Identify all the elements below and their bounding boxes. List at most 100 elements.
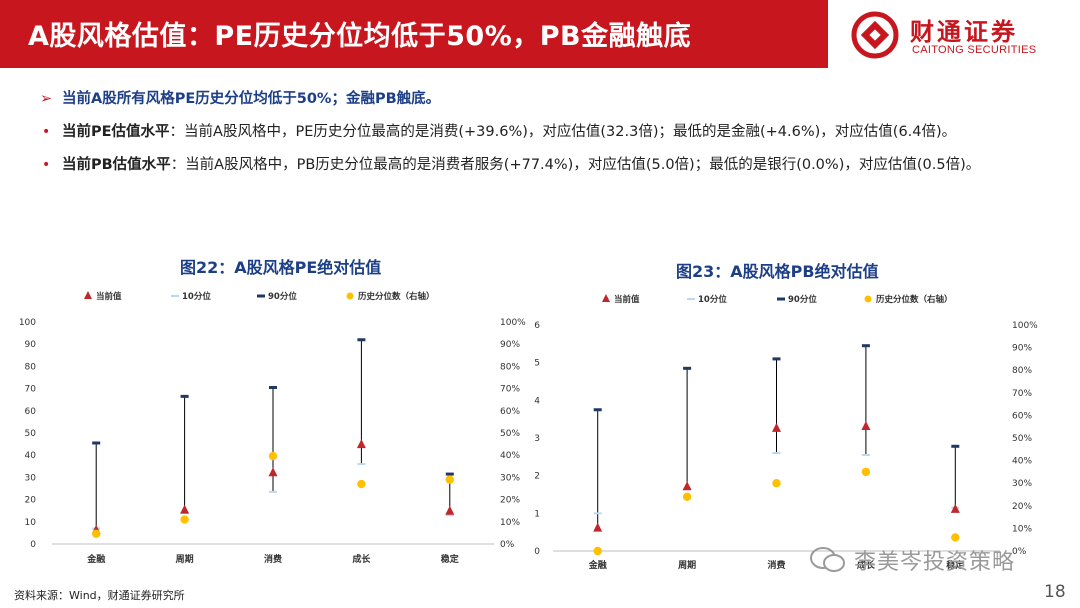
pe-y-tick-label: 60 <box>25 407 37 417</box>
pb-y-tick-label: 1 <box>534 509 540 519</box>
pe-y-tick-label: 80 <box>25 362 37 372</box>
pe-p90-marker <box>445 472 454 476</box>
logo-cn-text: 财通证券 <box>910 18 1018 46</box>
pe-p90-marker <box>357 338 366 342</box>
pb-y-tick-label: 4 <box>534 396 540 406</box>
pb-p10-marker <box>593 512 602 515</box>
summary-bullets: ➢ 当前A股所有风格PE历史分位均低于50%；金融PB触底。 • 当前PE估值水… <box>40 88 1050 176</box>
pb-category-label: 消费 <box>767 559 785 571</box>
pe-percentile-marker <box>268 451 278 461</box>
pb-p10-marker <box>772 452 781 455</box>
pe-y-tick-label: 10 <box>25 518 37 528</box>
pe-y2-tick-label: 60% <box>500 407 520 417</box>
pb-legend-pct-label: 历史分位数（右轴） <box>876 294 953 305</box>
pe-legend-p90-icon <box>257 294 265 298</box>
pe-legend-p10-icon <box>171 295 179 297</box>
pb-current-marker <box>861 420 871 430</box>
pe-legend-pct-label: 历史分位数（右轴） <box>358 291 435 302</box>
pe-y-tick-label: 70 <box>25 385 37 395</box>
pb-y-tick-label: 6 <box>534 321 540 331</box>
pb-legend-p10-icon <box>687 298 695 300</box>
headline-bullet: ➢ 当前A股所有风格PE历史分位均低于50%；金融PB触底。 <box>40 88 1050 110</box>
pe-current-marker <box>268 467 278 477</box>
source-note: 资料来源：Wind，财通证券研究所 <box>14 589 185 602</box>
pe-y-tick-label: 30 <box>25 473 37 483</box>
pb-p90-marker <box>772 357 781 361</box>
watermark-text: 李美岑投资策略 <box>854 550 1016 575</box>
header-bar: A股风格估值：PE历史分位均低于50%，PB金融触底 财通证券 CAITONG … <box>0 0 1080 68</box>
pe-y2-tick-label: 10% <box>500 518 520 528</box>
pb-bullet: • 当前PB估值水平：当前A股风格中，PB历史分位最高的是消费者服务(+77.4… <box>40 154 1050 176</box>
pe-bullet-text: ：当前A股风格中，PE历史分位最高的是消费(+39.6%)，对应估值(32.3倍… <box>169 124 957 140</box>
headline-text: 当前A股所有风格PE历史分位均低于50%；金融PB触底。 <box>62 91 441 107</box>
pb-category-label: 成长 <box>857 559 876 571</box>
pe-y-tick-label: 90 <box>25 340 37 350</box>
pb-y2-tick-label: 10% <box>1012 524 1032 534</box>
pb-current-marker <box>772 422 781 432</box>
pb-p90-marker <box>593 408 602 412</box>
pe-y2-tick-label: 40% <box>500 451 520 461</box>
pb-y2-tick-label: 30% <box>1012 479 1032 489</box>
pb-bullet-text: ：当前A股风格中，PB历史分位最高的是消费者服务(+77.4%)，对应估值(5.… <box>170 157 981 173</box>
title-banner <box>0 0 828 68</box>
wechat-icon <box>810 547 845 572</box>
pb-category-label: 稳定 <box>946 559 965 571</box>
pb-legend-p90-icon <box>777 297 785 301</box>
pe-percentile-marker <box>180 515 189 524</box>
pe-y2-tick-label: 90% <box>500 340 520 350</box>
pb-y2-tick-label: 70% <box>1012 389 1032 399</box>
pb-current-marker <box>950 503 960 513</box>
pe-y-tick-label: 100 <box>19 318 36 328</box>
pb-y2-tick-label: 40% <box>1012 457 1032 467</box>
pb-current-marker <box>682 481 692 491</box>
pe-percentile-marker <box>92 529 101 538</box>
pe-y2-tick-label: 50% <box>500 429 520 439</box>
pb-legend-p10-label: 10分位 <box>698 294 727 305</box>
pe-current-marker <box>180 504 190 514</box>
pe-p90-marker <box>269 385 277 389</box>
pe-p90-marker <box>180 394 189 398</box>
pe-category-label: 消费 <box>264 553 282 565</box>
pe-current-marker <box>445 505 455 515</box>
pe-current-marker <box>356 439 366 449</box>
caitong-logo-icon <box>851 11 899 59</box>
pe-y-tick-label: 40 <box>25 451 37 461</box>
pe-legend-current-icon <box>84 291 92 299</box>
pe-p10-marker <box>445 514 454 517</box>
pe-p90-marker <box>92 441 101 445</box>
pb-legend-pct-icon <box>864 295 872 303</box>
pe-category-label: 稳定 <box>441 553 460 565</box>
page-number: 18 <box>1044 582 1066 602</box>
logo-en-text: CAITONG SECURITIES <box>912 44 1037 56</box>
pb-legend-current-icon <box>602 294 610 302</box>
pe-percentile-marker <box>357 479 366 489</box>
pb-y-tick-label: 3 <box>534 434 540 444</box>
pe-y2-tick-label: 0% <box>500 540 515 550</box>
pb-bullet-label: 当前PB估值水平 <box>62 157 171 173</box>
pe-legend-pct-icon <box>346 292 354 300</box>
pb-y2-tick-label: 0% <box>1012 547 1027 557</box>
pb-percentile-marker <box>951 533 960 542</box>
pe-y2-tick-label: 100% <box>500 318 526 328</box>
pe-y2-tick-label: 30% <box>500 473 520 483</box>
pe-y2-tick-label: 80% <box>500 362 520 372</box>
pe-category-label: 成长 <box>352 553 371 565</box>
pb-percentile-marker <box>593 546 602 556</box>
company-logo: 财通证券 CAITONG SECURITIES <box>850 10 1070 60</box>
pe-category-label: 周期 <box>176 553 194 565</box>
pe-legend-p90-label: 90分位 <box>268 291 297 302</box>
pb-legend-current-label: 当前值 <box>614 294 640 305</box>
chart-pb-title: 图23：A股风格PB绝对估值 <box>676 262 879 281</box>
pb-percentile-marker <box>861 467 871 477</box>
bullet-dot-icon: • <box>42 157 51 173</box>
pb-y2-tick-label: 60% <box>1012 411 1032 421</box>
pe-bullet-label: 当前PE估值水平 <box>62 124 170 140</box>
arrow-icon: ➢ <box>40 91 53 107</box>
bullet-dot-icon: • <box>42 124 51 140</box>
pe-y2-tick-label: 20% <box>500 496 520 506</box>
pb-category-label: 周期 <box>678 559 696 571</box>
charts-canvas: 01020304050607080901000%10%20%30%40%50%6… <box>19 291 1038 571</box>
pe-y-tick-label: 50 <box>25 429 37 439</box>
pb-y2-tick-label: 80% <box>1012 366 1032 376</box>
pb-y2-tick-label: 50% <box>1012 434 1032 444</box>
